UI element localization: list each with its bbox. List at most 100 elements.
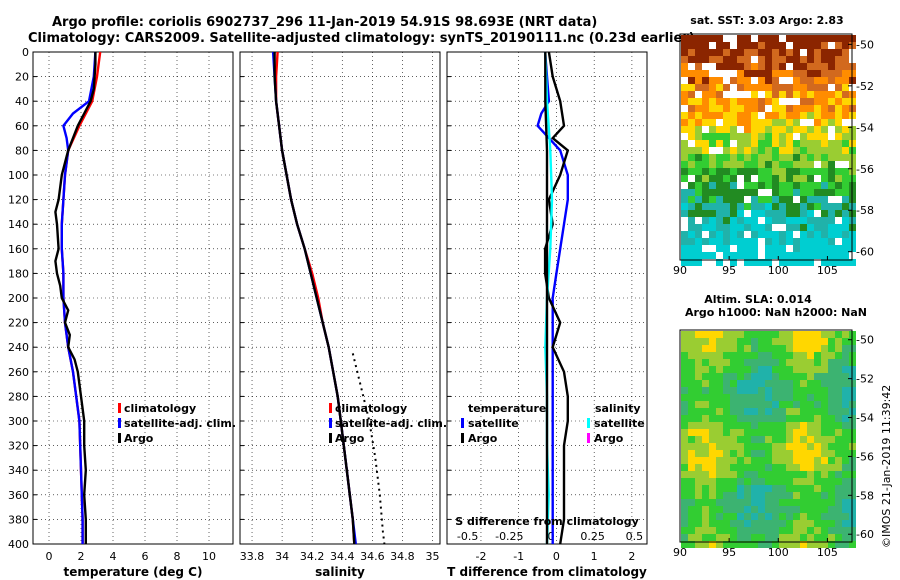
sla-cell — [793, 387, 800, 394]
sla-cell — [744, 422, 751, 429]
sla-cell — [779, 345, 786, 352]
x-tick-label: 6 — [142, 550, 149, 563]
sla-cell — [709, 513, 716, 520]
sst-cell — [835, 126, 842, 133]
sla-cell — [758, 436, 765, 443]
sst-cell — [765, 252, 772, 259]
sst-cell — [709, 35, 716, 42]
sst-cell — [842, 231, 849, 238]
sst-cell — [730, 126, 737, 133]
sst-cell — [688, 35, 695, 42]
sst-cell — [786, 161, 793, 168]
sst-cell — [828, 196, 835, 203]
sla-cell — [779, 541, 786, 548]
sla-cell — [688, 513, 695, 520]
sla-cell — [821, 450, 828, 457]
sla-cell — [716, 499, 723, 506]
sst-cell — [765, 42, 772, 49]
sla-cell — [681, 471, 688, 478]
sst-cell — [807, 35, 814, 42]
x-tick-label: 2 — [78, 550, 85, 563]
sst-cell — [821, 112, 828, 119]
sst-cell — [835, 252, 842, 259]
sst-cell — [758, 70, 765, 77]
sla-cell — [835, 359, 842, 366]
sst-cell — [835, 259, 842, 266]
sla-cell — [814, 506, 821, 513]
sst-cell — [807, 70, 814, 77]
sst-cell — [730, 119, 737, 126]
sst-cell — [779, 70, 786, 77]
sla-cell — [758, 471, 765, 478]
series-line-argo-dotted- — [351, 353, 386, 545]
sla-cell — [835, 429, 842, 436]
sst-cell — [828, 217, 835, 224]
sla-cell — [779, 422, 786, 429]
sst-cell — [681, 154, 688, 161]
sst-cell — [807, 175, 814, 182]
sla-cell — [681, 422, 688, 429]
sla-cell — [688, 450, 695, 457]
sst-cell — [723, 147, 730, 154]
secondary-x-tick-label: 0.5 — [626, 530, 644, 543]
sst-cell — [702, 105, 709, 112]
sst-cell — [821, 231, 828, 238]
sst-cell — [758, 98, 765, 105]
sla-cell — [814, 436, 821, 443]
sla-cell — [681, 380, 688, 387]
title-line-2: Climatology: CARS2009. Satellite-adjuste… — [28, 31, 695, 46]
sla-cell — [744, 534, 751, 541]
sst-cell — [688, 154, 695, 161]
sla-cell — [800, 415, 807, 422]
sla-cell — [765, 534, 772, 541]
sla-cell — [821, 457, 828, 464]
x-tick-label: 2 — [628, 550, 635, 563]
sla-cell — [821, 331, 828, 338]
sst-cell — [688, 91, 695, 98]
sst-cell — [758, 119, 765, 126]
sla-cell — [821, 436, 828, 443]
sla-cell — [681, 506, 688, 513]
sla-cell — [765, 401, 772, 408]
sst-cell — [807, 231, 814, 238]
sla-cell — [793, 359, 800, 366]
sla-cell — [681, 485, 688, 492]
sst-cell — [723, 210, 730, 217]
sst-cell — [688, 238, 695, 245]
sst-cell — [765, 119, 772, 126]
sst-cell — [702, 210, 709, 217]
sla-cell — [786, 513, 793, 520]
sla-cell — [835, 415, 842, 422]
sst-cell — [765, 182, 772, 189]
sla-cell — [737, 478, 744, 485]
sst-cell — [842, 140, 849, 147]
sst-cell — [800, 98, 807, 105]
sla-cell — [730, 471, 737, 478]
sst-cell — [702, 119, 709, 126]
sst-cell — [793, 91, 800, 98]
sst-cell — [779, 217, 786, 224]
x-tick-label: 34.2 — [300, 550, 325, 563]
sst-cell — [709, 210, 716, 217]
sst-cell — [765, 217, 772, 224]
sla-cell — [716, 485, 723, 492]
t-difference-axis-label: T difference from climatology — [447, 565, 647, 579]
sla-cell — [828, 338, 835, 345]
sla-cell — [730, 485, 737, 492]
sst-cell — [779, 189, 786, 196]
sst-cell — [723, 182, 730, 189]
legend-label-climatology: climatology — [124, 402, 196, 415]
sla-cell — [744, 541, 751, 548]
sla-cell — [702, 464, 709, 471]
sla-cell — [730, 436, 737, 443]
sst-cell — [688, 196, 695, 203]
sst-cell — [807, 105, 814, 112]
sst-cell — [828, 77, 835, 84]
sla-cell — [737, 352, 744, 359]
sst-cell — [842, 56, 849, 63]
sla-cell — [828, 352, 835, 359]
sst-cell — [681, 252, 688, 259]
series-line-s-argo — [544, 52, 549, 544]
sla-cell — [716, 534, 723, 541]
sst-cell — [779, 238, 786, 245]
